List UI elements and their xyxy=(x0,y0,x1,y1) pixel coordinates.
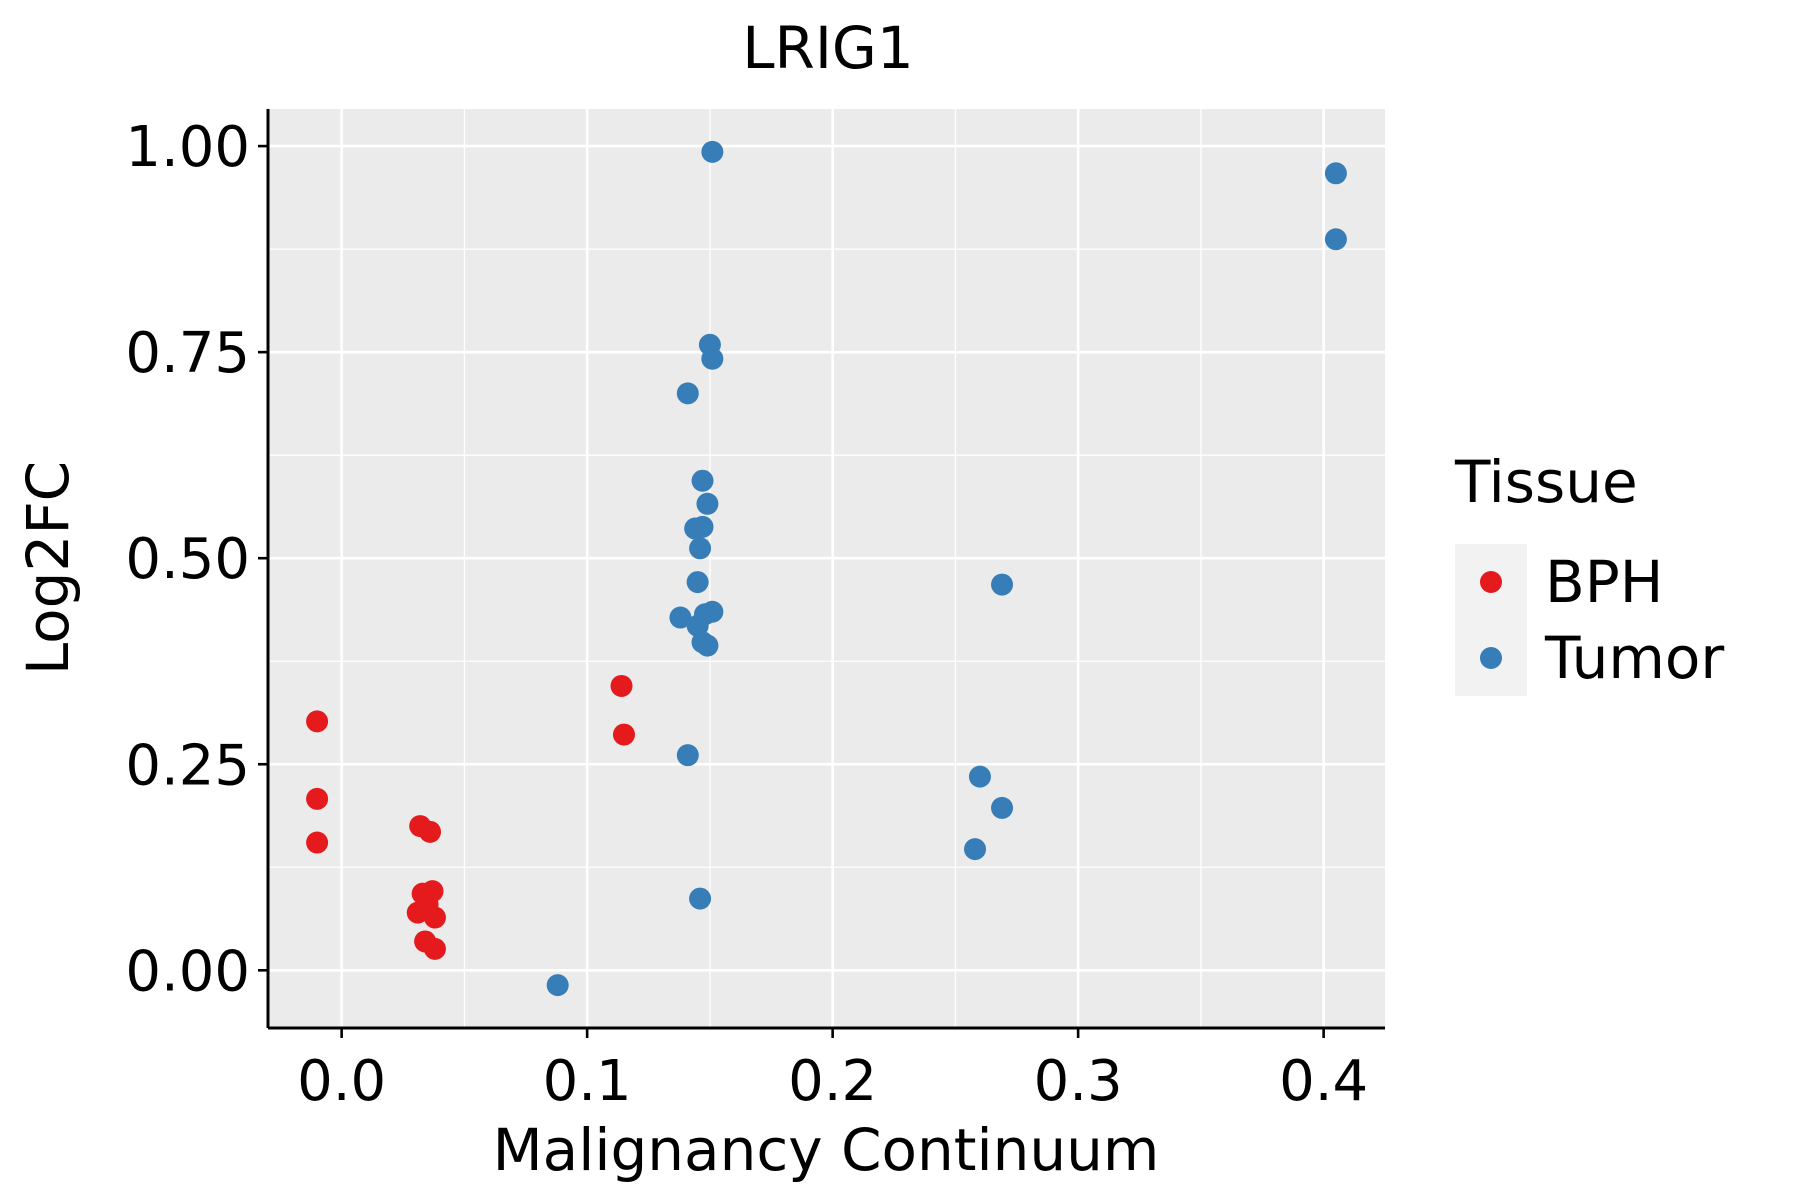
x-axis-ticks: 0.0 0.1 0.2 0.3 0.4 xyxy=(297,1028,1368,1114)
tumor-point xyxy=(701,347,724,370)
legend-tumor-label: Tumor xyxy=(1544,624,1724,692)
legend-key-background xyxy=(1455,544,1527,696)
tumor-point xyxy=(991,573,1014,596)
tumor-point xyxy=(964,838,987,861)
x-tick-label: 0.4 xyxy=(1279,1049,1368,1114)
tumor-point xyxy=(696,492,719,515)
major-gridlines xyxy=(268,109,1385,1028)
y-tick-label: 0.00 xyxy=(125,939,250,1004)
tumor-point xyxy=(1324,162,1347,185)
legend-tumor-marker xyxy=(1480,647,1502,669)
bph-point xyxy=(423,937,446,960)
data-points xyxy=(306,140,1347,997)
tumor-point xyxy=(701,140,724,163)
tumor-point xyxy=(684,517,707,540)
y-tick-label: 0.50 xyxy=(125,527,250,592)
bph-point xyxy=(306,787,329,810)
legend-bph-label: BPH xyxy=(1545,548,1663,616)
tumor-point xyxy=(968,765,991,788)
tumor-point xyxy=(686,614,709,637)
tumor-point xyxy=(691,469,714,492)
bph-point xyxy=(423,906,446,929)
bph-point xyxy=(306,831,329,854)
tumor-point xyxy=(689,537,712,560)
x-tick-label: 0.3 xyxy=(1034,1049,1123,1114)
tumor-point xyxy=(669,606,692,629)
legend-bph-marker xyxy=(1480,571,1502,593)
y-axis-title: Log2FC xyxy=(14,461,82,675)
y-tick-label: 1.00 xyxy=(125,115,250,180)
y-axis-ticks: 0.00 0.25 0.50 0.75 1.00 xyxy=(125,115,268,1004)
legend: Tissue BPH Tumor xyxy=(1454,448,1724,696)
bph-point xyxy=(612,723,635,746)
tumor-point xyxy=(689,887,712,910)
tumor-point xyxy=(676,382,699,405)
bph-point xyxy=(610,674,633,697)
x-tick-label: 0.2 xyxy=(788,1049,877,1114)
tumor-point xyxy=(676,744,699,767)
chart-title: LRIG1 xyxy=(742,14,914,82)
tumor-point xyxy=(991,796,1014,819)
y-tick-label: 0.25 xyxy=(125,733,250,798)
tumor-point xyxy=(696,634,719,657)
minor-gridlines xyxy=(268,109,1385,1028)
tumor-point xyxy=(1324,228,1347,251)
bph-point xyxy=(306,710,329,733)
tumor-point xyxy=(686,571,709,594)
bph-point xyxy=(406,901,429,924)
x-tick-label: 0.1 xyxy=(543,1049,632,1114)
tumor-point xyxy=(546,974,569,997)
x-tick-label: 0.0 xyxy=(297,1049,386,1114)
x-axis-title: Malignancy Continuum xyxy=(493,1116,1160,1184)
legend-title: Tissue xyxy=(1454,448,1638,516)
plot-panel xyxy=(268,109,1385,1028)
bph-point xyxy=(419,820,442,843)
y-tick-label: 0.75 xyxy=(125,321,250,386)
